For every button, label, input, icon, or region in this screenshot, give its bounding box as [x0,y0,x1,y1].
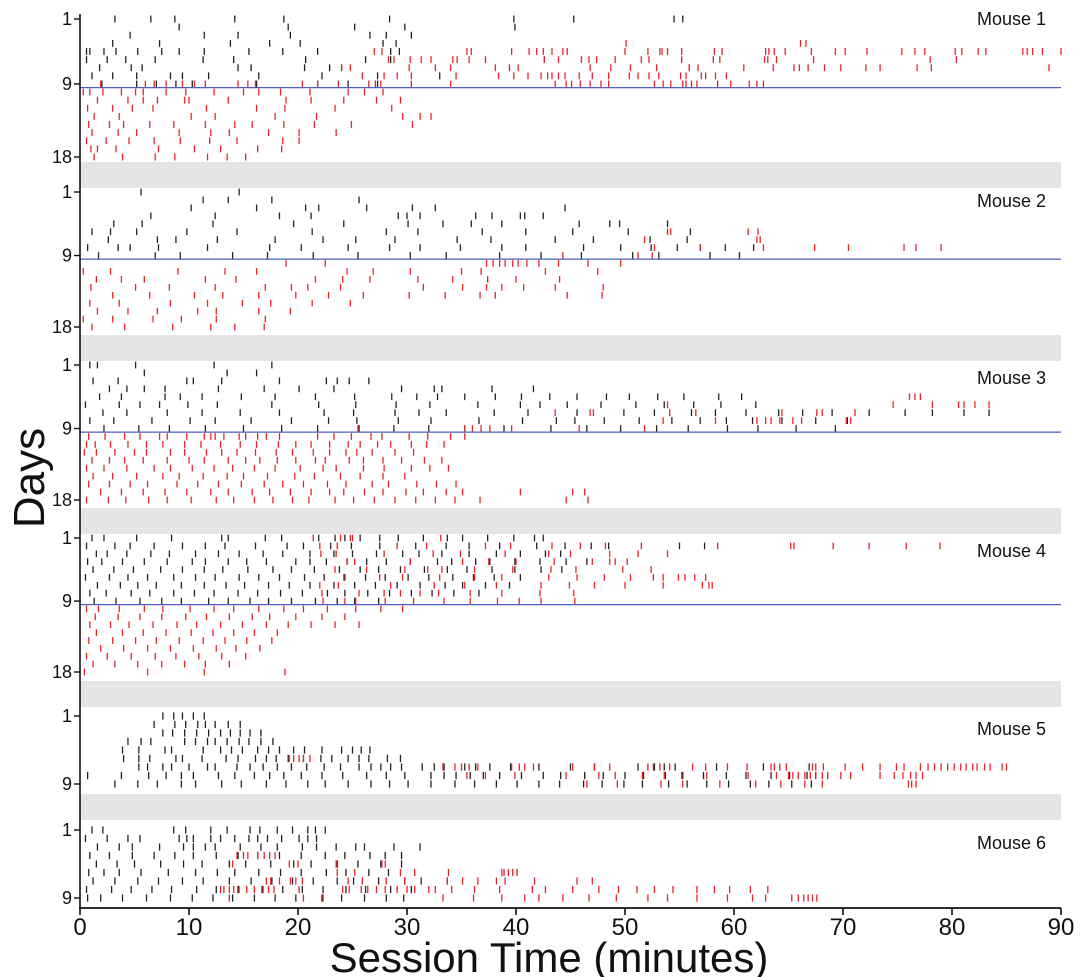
x-tick-label: 50 [612,914,639,941]
panel-title: Mouse 6 [977,833,1046,853]
x-tick-label: 60 [721,914,748,941]
y-tick-label: 9 [62,74,72,94]
x-tick-labels: 0 10 20 30 40 50 60 70 80 90 [73,908,1074,941]
y-tick-label: 1 [62,706,72,726]
x-tick-label: 70 [830,914,857,941]
axes [79,14,1061,909]
separator-band [80,681,1061,707]
y-tick-label: 9 [62,774,72,794]
y-tick-label: 9 [62,246,72,266]
x-tick-label: 90 [1048,914,1075,941]
y-tick-label: 18 [52,662,72,682]
separator-band [80,162,1061,188]
panel-titles: Mouse 1 Mouse 2 Mouse 3 Mouse 4 Mouse 5 Mouse… [977,9,1046,853]
x-tick-label: 20 [285,914,312,941]
y-tick-label: 1 [62,820,72,840]
x-tick-label: 0 [73,914,86,941]
y-axis-label: Days [5,428,54,528]
y-tick-label: 18 [52,490,72,510]
y-tick-label: 1 [62,355,72,375]
panel-title: Mouse 1 [977,9,1046,29]
y-tick-label: 18 [52,147,72,167]
x-axis-label: Session Time (minutes) [330,934,769,977]
event-marks [82,15,1062,902]
panel-title: Mouse 2 [977,191,1046,211]
y-tick-label: 9 [62,419,72,439]
y-tick-label: 9 [62,591,72,611]
separator-band [80,508,1061,534]
panel-title: Mouse 4 [977,541,1046,561]
panel-title: Mouse 5 [977,719,1046,739]
separator-band [80,794,1061,820]
x-tick-label: 80 [939,914,966,941]
y-tick-labels: 1 9 18 1 9 18 1 9 18 1 9 18 1 9 1 9 [52,9,80,908]
y-tick-label: 9 [62,888,72,908]
x-tick-label: 10 [176,914,203,941]
y-tick-label: 1 [62,182,72,202]
x-tick-label: 30 [394,914,421,941]
panel-title: Mouse 3 [977,368,1046,388]
x-tick-label: 40 [503,914,530,941]
y-tick-label: 1 [62,528,72,548]
panel-separator-bands [80,162,1061,820]
y-tick-label: 1 [62,9,72,29]
separator-band [80,335,1061,361]
phase-divider-lines [80,86,1061,606]
y-tick-label: 18 [52,317,72,337]
